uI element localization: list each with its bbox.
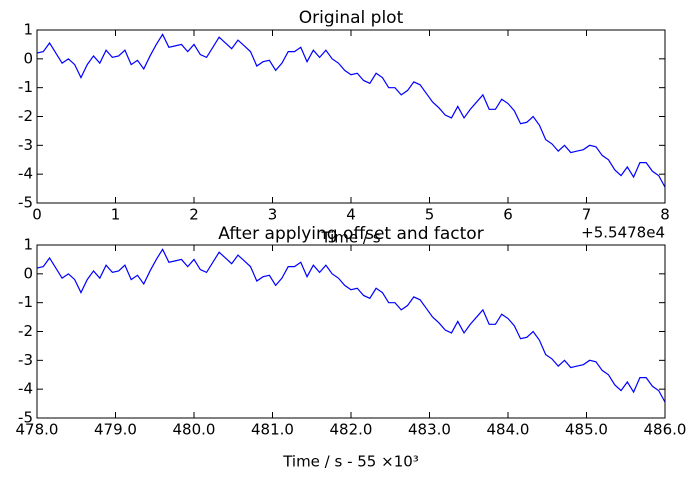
y-tick-label: -2 xyxy=(18,322,33,340)
x-tick-label: 480.0 xyxy=(173,421,216,439)
y-tick-label: -3 xyxy=(18,136,33,154)
y-tick-label: -2 xyxy=(18,107,33,125)
offset-text: +5.5478e4 xyxy=(581,224,665,242)
x-tick-label: 2 xyxy=(189,206,199,224)
x-tick-label: 4 xyxy=(346,206,356,224)
x-tick-label: 5 xyxy=(425,206,435,224)
y-tick-label: 1 xyxy=(23,236,33,254)
chart-title: Original plot xyxy=(299,8,404,28)
y-tick-label: -1 xyxy=(18,293,33,311)
chart-title: After applying offset and factor xyxy=(218,224,483,244)
x-tick-label: 7 xyxy=(582,206,592,224)
y-tick-label: -4 xyxy=(18,165,33,183)
y-tick-label: 1 xyxy=(23,21,33,39)
x-tick-label: 486.0 xyxy=(644,421,687,439)
x-tick-label: 482.0 xyxy=(330,421,373,439)
x-tick-label: 0 xyxy=(32,206,42,224)
x-tick-label: 484.0 xyxy=(487,421,530,439)
x-tick-label: 8 xyxy=(660,206,670,224)
x-tick-label: 1 xyxy=(111,206,121,224)
x-tick-label: 485.0 xyxy=(565,421,608,439)
x-tick-label: 483.0 xyxy=(408,421,451,439)
data-line xyxy=(36,33,666,188)
y-tick-label: 0 xyxy=(23,264,33,282)
x-tick-label: 478.0 xyxy=(16,421,59,439)
x-tick-label: 6 xyxy=(503,206,513,224)
x-tick-label: 3 xyxy=(268,206,278,224)
y-tick-label: -3 xyxy=(18,351,33,369)
x-axis-label: Time / s xyxy=(320,229,380,247)
y-tick-label: -4 xyxy=(18,380,33,398)
axes-background xyxy=(37,30,665,203)
x-axis-label: Time / s - 55 ×10³ xyxy=(282,453,419,471)
data-line xyxy=(36,248,666,403)
y-tick-label: -5 xyxy=(18,409,33,427)
y-tick-label: 0 xyxy=(23,49,33,67)
y-tick-label: -5 xyxy=(18,194,33,212)
y-tick-label: -1 xyxy=(18,78,33,96)
axes-background xyxy=(37,245,665,418)
x-tick-label: 479.0 xyxy=(94,421,137,439)
x-tick-label: 481.0 xyxy=(251,421,294,439)
